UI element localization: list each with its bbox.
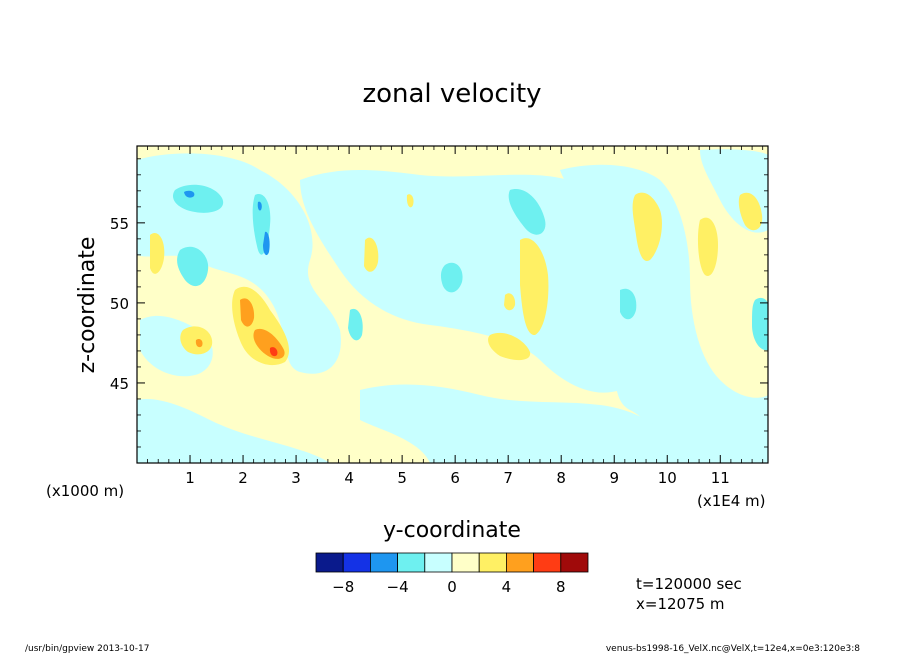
contour-region-pos-light [738, 192, 763, 231]
footer-right: venus-bs1998-16_VelX.nc@VelX,t=12e4,x=0e… [606, 644, 860, 654]
colorbar-label: −4 [387, 578, 409, 596]
y-tick-label: 55 [110, 215, 129, 233]
contour-region-pos-strong [269, 347, 278, 357]
minor-ticks [137, 146, 768, 463]
colorbar-swatch [342, 552, 371, 573]
colorbar-label: 4 [502, 578, 512, 596]
colorbar: −8 −4 0 4 8 [315, 552, 589, 596]
contour-region-neg-strong [257, 201, 262, 211]
contour-region-neg-light [560, 164, 768, 463]
contour-region-pos-light [504, 293, 516, 311]
colorbar-swatch [315, 552, 344, 573]
colorbar-label: 0 [447, 578, 457, 596]
x-units-right: (x1E4 m) [697, 492, 766, 510]
x-tick-label: 8 [556, 469, 566, 487]
info-position: x=12075 m [636, 595, 725, 613]
x-tick-label: 4 [344, 469, 354, 487]
colorbar-label: −8 [332, 578, 354, 596]
contour-region-neg-medium [177, 246, 209, 287]
colorbar-swatch [505, 552, 534, 573]
colorbar-swatch [397, 552, 426, 573]
x-tick-label: 11 [711, 469, 730, 487]
x-tick-label: 5 [397, 469, 407, 487]
x-tick-label: 6 [450, 469, 460, 487]
x-tick-label: 2 [238, 469, 248, 487]
x-tick-label: 9 [609, 469, 619, 487]
y-tick-label: 50 [110, 295, 129, 313]
info-time: t=120000 sec [636, 575, 742, 593]
contour-fill [137, 149, 768, 463]
colorbar-swatch [451, 552, 480, 573]
x-tick-label: 7 [503, 469, 513, 487]
x-tick-label: 10 [658, 469, 677, 487]
x-axis-label: y-coordinate [383, 518, 521, 543]
contour-region-neg-light [360, 384, 690, 463]
contour-region-neg-strong [184, 190, 195, 198]
contour-region-pos-light [488, 332, 531, 361]
contour-region-neg-light [137, 399, 330, 463]
contour-region-pos-light [406, 194, 414, 208]
contour-region-neg-medium [440, 262, 463, 293]
colorbar-label: 8 [556, 578, 566, 596]
x-tick-label: 3 [291, 469, 301, 487]
contour-region-pos-light [632, 192, 662, 261]
x-axis: 1 2 3 4 5 6 7 8 9 10 11 [185, 146, 730, 487]
y-axis: 45 50 55 [110, 215, 768, 393]
contour-region-pos-light [150, 232, 165, 274]
contour-region-pos-medium [195, 338, 203, 348]
contour-region-neg-medium [620, 288, 637, 320]
y-axis-label: z-coordinate [75, 237, 100, 374]
footer-left: /usr/bin/gpview 2013-10-17 [25, 644, 149, 654]
plot-frame [136, 145, 769, 464]
colorbar-swatch [424, 552, 453, 573]
chart-title: zonal velocity [362, 79, 541, 109]
contour-region-pos-light [364, 237, 379, 272]
colorbar-swatch [478, 552, 507, 573]
contour-region-pos-light [697, 217, 718, 276]
colorbar-swatch [369, 552, 398, 573]
plot-area [136, 145, 769, 464]
contour-region-pos-light [520, 238, 549, 336]
contour-region-pos-medium [240, 298, 255, 327]
y-tick-label: 45 [110, 375, 129, 393]
colorbar-swatch [533, 552, 562, 573]
x-units-left: (x1000 m) [46, 482, 124, 500]
x-tick-label: 1 [185, 469, 195, 487]
colorbar-swatch [560, 552, 589, 573]
contour-region-neg-medium [752, 297, 768, 351]
contour-region-neg-medium [508, 189, 546, 235]
contour-region-neg-medium [348, 308, 363, 341]
contour-region-neg-strong [263, 231, 270, 256]
